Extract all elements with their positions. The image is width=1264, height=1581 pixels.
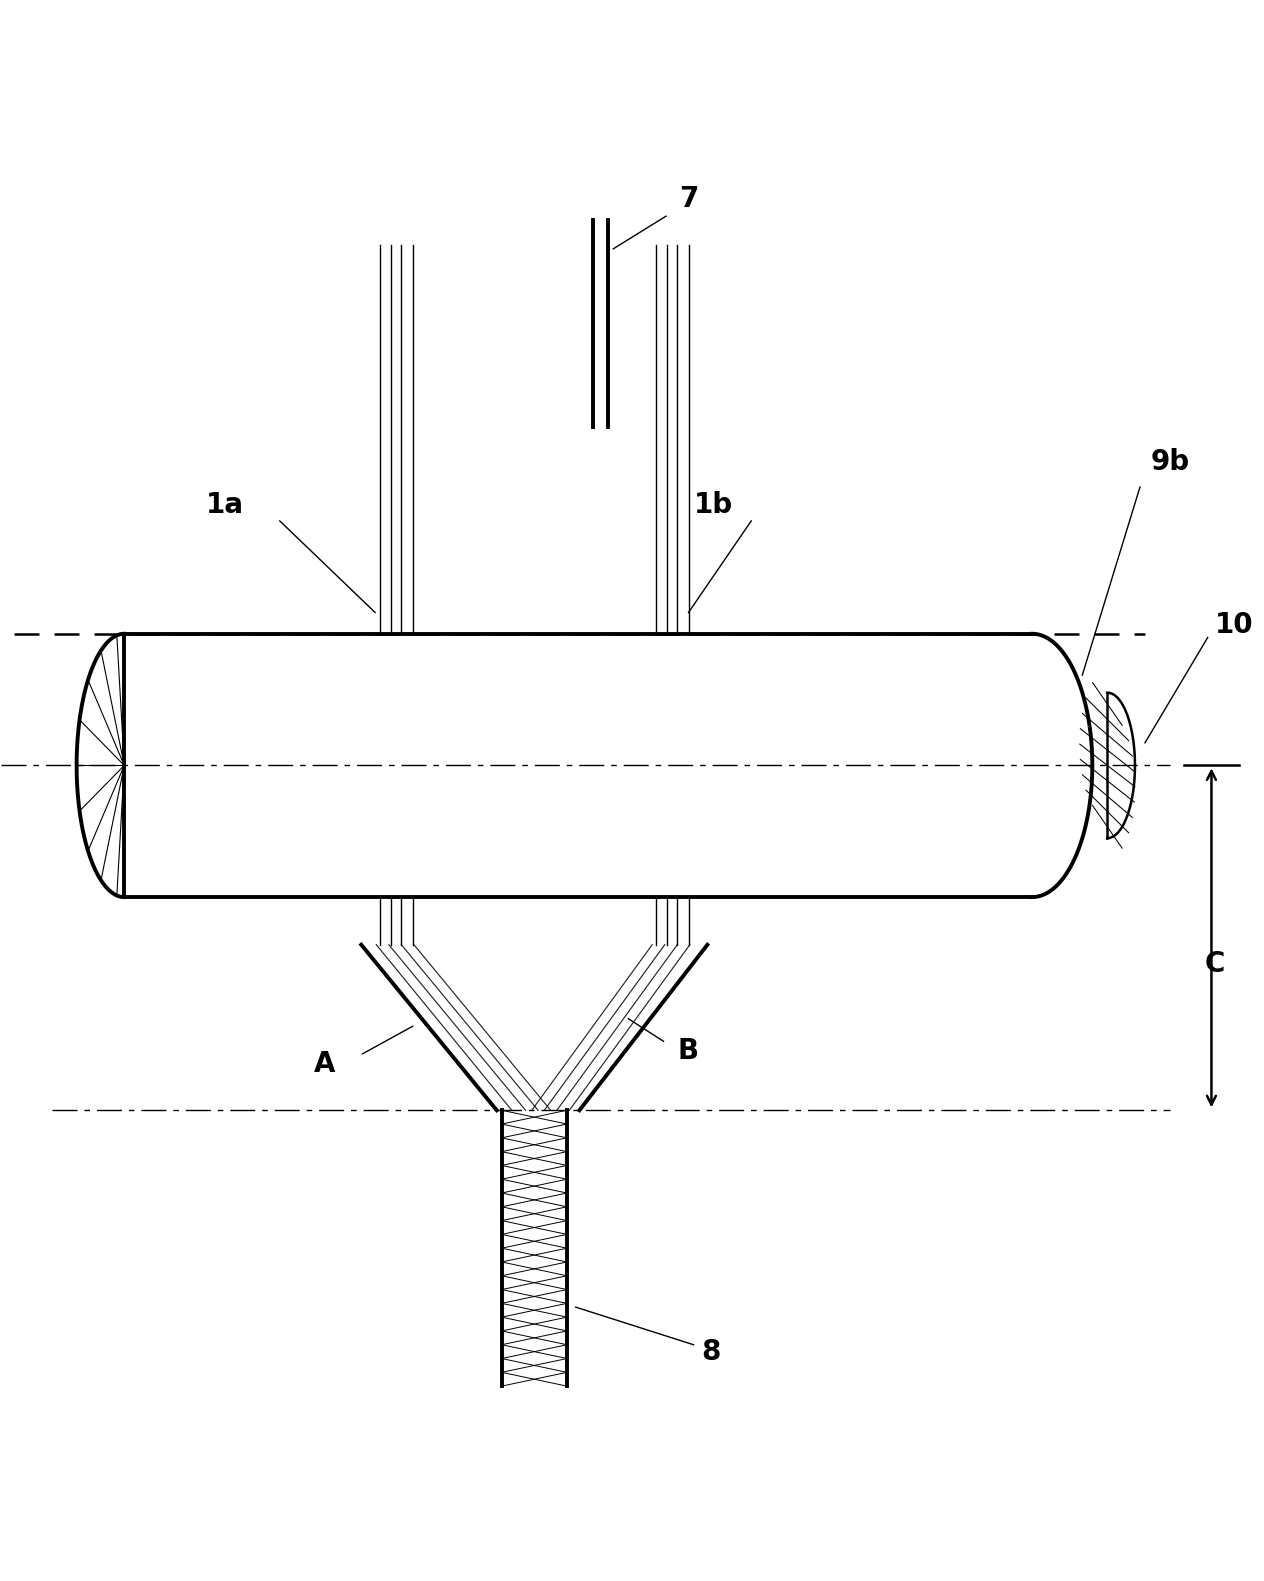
Text: 10: 10 — [1215, 610, 1254, 639]
Text: 8: 8 — [702, 1338, 720, 1366]
Text: 1a: 1a — [206, 490, 244, 519]
Text: 7: 7 — [679, 185, 698, 212]
Text: 9b: 9b — [1150, 447, 1189, 476]
Text: 1b: 1b — [694, 490, 733, 519]
Text: A: A — [315, 1050, 336, 1078]
Text: B: B — [678, 1037, 699, 1066]
Text: C: C — [1205, 950, 1225, 977]
